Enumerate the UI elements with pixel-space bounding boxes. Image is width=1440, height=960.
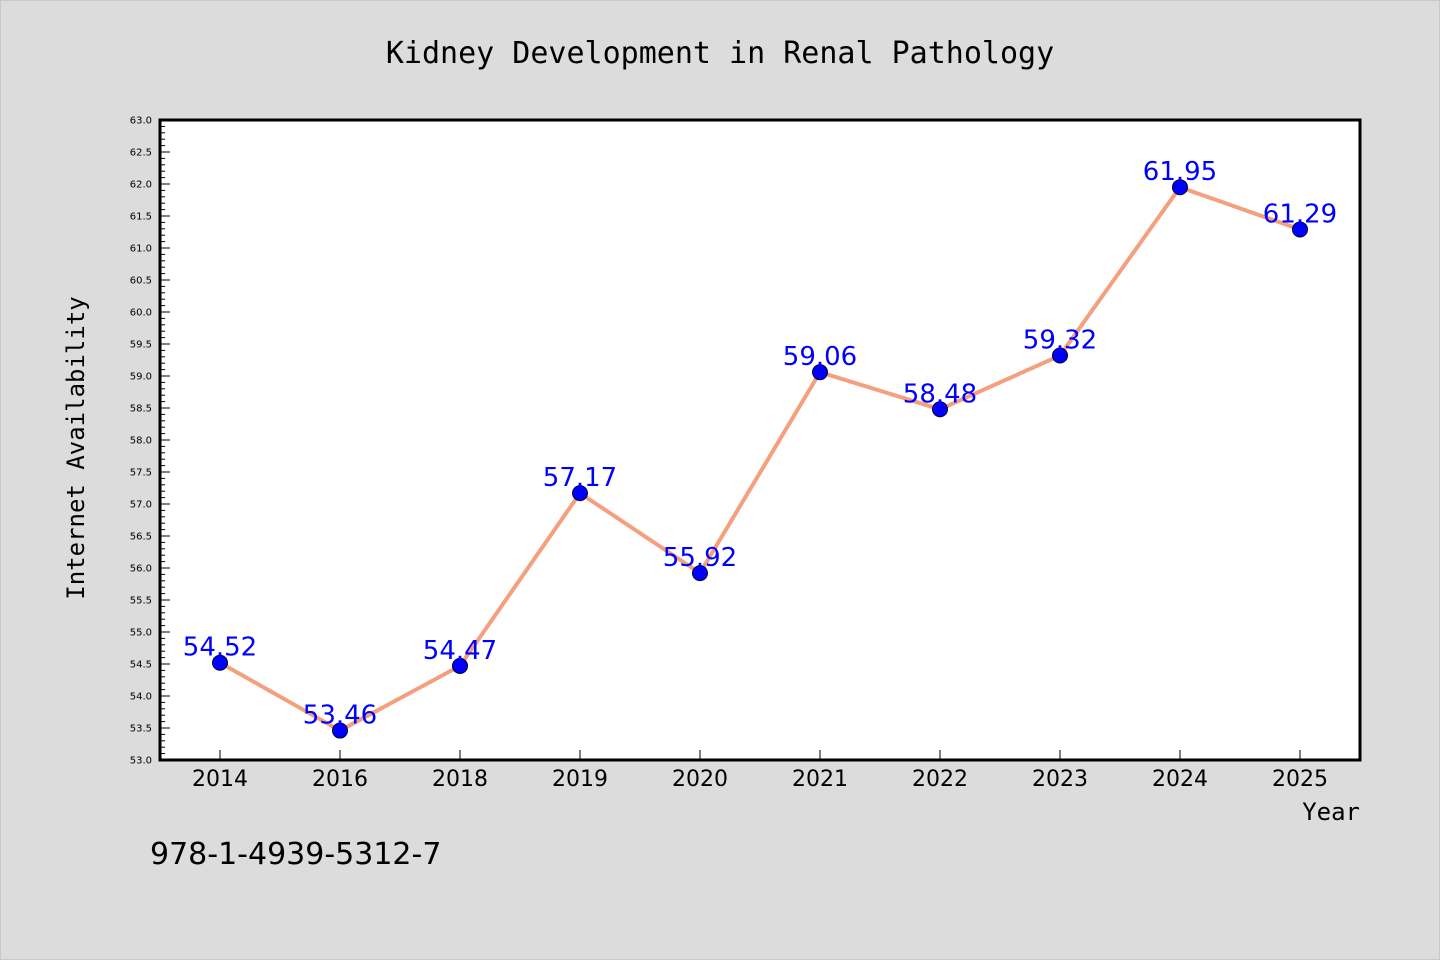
y-axis-label: Internet Availability (62, 296, 90, 599)
y-tick-label: 53.0 (130, 756, 152, 767)
data-point (812, 364, 828, 381)
series-markers (212, 179, 1308, 739)
data-label: 57.17 (543, 463, 617, 493)
y-tick-label: 59.0 (130, 372, 152, 383)
data-point (692, 565, 708, 582)
data-point (1292, 221, 1308, 238)
data-label: 59.06 (783, 342, 857, 372)
x-tick-label: 2014 (192, 767, 248, 792)
x-tick-label: 2016 (312, 767, 368, 792)
isbn-text: 978-1-4939-5312-7 (150, 837, 441, 872)
data-point (572, 485, 588, 502)
y-tick-label: 59.5 (130, 340, 152, 351)
y-tick-label: 53.5 (130, 724, 152, 735)
x-tick-label: 2019 (552, 767, 608, 792)
data-point (212, 654, 228, 671)
data-label: 61.29 (1263, 199, 1337, 229)
y-tick-label: 57.0 (130, 500, 152, 511)
data-label: 53.46 (303, 701, 377, 731)
series-line (219, 185, 1301, 733)
x-axis-ticks: 2014 2016 2018 2019 2020 2021 2022 2023 2024 2025 (192, 750, 1328, 792)
x-tick-label: 2020 (672, 767, 728, 792)
y-tick-label: 63.0 (130, 116, 152, 127)
data-label: 61.95 (1143, 157, 1217, 187)
data-point (1172, 179, 1188, 196)
y-tick-label: 54.0 (130, 692, 152, 703)
y-tick-label: 55.0 (130, 628, 152, 639)
y-axis-ticks: 53.0 53.5 54.0 54.5 55.0 55.5 56.0 56.5 57.0 57.5… (130, 116, 170, 767)
data-label: 55.92 (663, 543, 737, 573)
data-label: 59.32 (1023, 326, 1097, 356)
y-tick-label: 55.5 (130, 596, 152, 607)
x-axis-label: Year (1302, 798, 1360, 826)
data-point (452, 657, 468, 674)
x-tick-label: 2018 (432, 767, 488, 792)
x-tick-label: 2025 (1272, 767, 1328, 792)
y-tick-label: 56.0 (130, 564, 152, 575)
x-tick-label: 2021 (792, 767, 848, 792)
plot-area (160, 120, 1360, 760)
data-label: 58.48 (903, 379, 977, 409)
y-tick-label: 60.0 (130, 308, 152, 319)
y-tick-label: 61.5 (130, 212, 152, 223)
data-point (932, 401, 948, 418)
y-tick-label: 60.5 (130, 276, 152, 287)
x-tick-label: 2023 (1032, 767, 1088, 792)
data-point (1052, 347, 1068, 364)
data-labels: 54.52 53.46 54.47 57.17 55.92 59.06 58.48 59.32… (183, 157, 1337, 730)
x-tick-label: 2022 (912, 767, 968, 792)
data-point (332, 722, 348, 739)
y-tick-label: 56.5 (130, 532, 152, 543)
y-tick-label: 57.5 (130, 468, 152, 479)
y-tick-label: 58.0 (130, 436, 152, 447)
y-tick-label: 61.0 (130, 244, 152, 255)
y-tick-label: 54.5 (130, 660, 152, 671)
data-label: 54.52 (183, 633, 257, 663)
x-tick-label: 2024 (1152, 767, 1208, 792)
chart-title: Kidney Development in Renal Pathology (386, 36, 1054, 71)
y-tick-label: 58.5 (130, 404, 152, 415)
plot-frame (158, 118, 1362, 762)
data-label: 54.47 (423, 636, 497, 666)
y-tick-label: 62.5 (130, 148, 152, 159)
y-tick-label: 62.0 (130, 180, 152, 191)
